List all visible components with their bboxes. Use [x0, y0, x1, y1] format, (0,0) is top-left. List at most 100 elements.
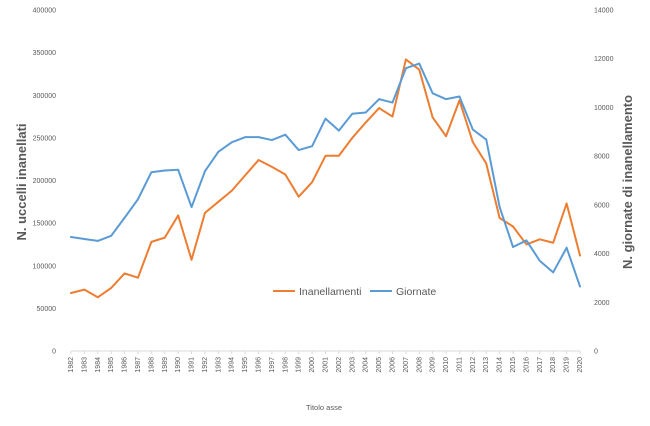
y2-tick-label: 0	[594, 349, 598, 356]
data-point-giornate	[538, 259, 541, 262]
data-point-inanellamenti	[204, 211, 206, 214]
data-point-giornate	[230, 141, 233, 144]
y-tick-label: 350000	[33, 50, 56, 57]
data-point-giornate	[163, 169, 166, 172]
data-point-giornate	[204, 170, 206, 173]
data-point-inanellamenti	[150, 240, 153, 243]
data-point-giornate	[284, 133, 287, 136]
data-point-inanellamenti	[70, 292, 72, 294]
data-point-giornate	[150, 171, 153, 174]
x-tick-label: 2014	[497, 357, 504, 373]
y-tick-label: 100000	[33, 263, 56, 270]
x-tick-label: 2018	[550, 357, 557, 373]
data-point-inanellamenti	[404, 58, 407, 61]
x-tick-label: 2006	[389, 357, 396, 373]
y-tick-label: 0	[52, 349, 56, 356]
y-tick-label: 300000	[33, 93, 56, 100]
data-point-inanellamenti	[177, 214, 180, 217]
data-point-inanellamenti	[351, 136, 354, 139]
data-point-inanellamenti	[324, 154, 327, 157]
right-axis-ticks: 0 2000 4000 6000 8000 10000 12000 14000	[594, 8, 614, 356]
legend-label-giornate: Giornate	[396, 286, 436, 298]
data-point-inanellamenti	[137, 276, 139, 279]
x-tick-label: 1984	[95, 357, 102, 373]
data-point-giornate	[123, 216, 126, 219]
data-point-inanellamenti	[337, 154, 340, 157]
x-tick-label: 2005	[376, 357, 383, 373]
data-point-inanellamenti	[525, 243, 528, 246]
data-point-inanellamenti	[471, 141, 474, 144]
data-point-giornate	[565, 246, 568, 249]
data-point-giornate	[404, 67, 407, 70]
x-tick-label: 1999	[296, 357, 303, 373]
data-point-inanellamenti	[244, 174, 247, 177]
x-tick-label: 2020	[577, 357, 584, 373]
data-point-giornate	[96, 240, 99, 242]
data-point-giornate	[458, 95, 461, 98]
x-tick-label: 2012	[470, 357, 477, 373]
data-point-giornate	[244, 136, 247, 139]
data-point-giornate	[485, 138, 488, 141]
data-point-inanellamenti	[96, 296, 99, 299]
y-tick-label: 200000	[33, 178, 56, 185]
data-point-inanellamenti	[257, 159, 260, 161]
x-tick-label: 1982	[68, 357, 75, 373]
data-point-inanellamenti	[230, 189, 233, 192]
x-tick-label: 2002	[336, 357, 343, 373]
y2-tick-label: 6000	[594, 202, 610, 209]
data-point-giornate	[110, 234, 113, 237]
data-point-inanellamenti	[190, 258, 193, 261]
x-tick-label: 1990	[175, 357, 182, 373]
x-tick-label: 1985	[108, 357, 115, 373]
data-point-giornate	[324, 117, 327, 120]
series-layer	[70, 58, 581, 299]
data-point-giornate	[552, 271, 555, 274]
x-tick-label: 1995	[242, 357, 249, 373]
x-tick-label: 1992	[202, 357, 209, 373]
data-point-inanellamenti	[364, 121, 367, 124]
data-point-inanellamenti	[538, 238, 541, 241]
y2-tick-label: 4000	[594, 251, 610, 258]
x-tick-label: 1986	[122, 357, 129, 373]
data-point-inanellamenti	[418, 68, 421, 71]
data-point-inanellamenti	[565, 202, 568, 205]
left-axis-ticks: 0 50000 100000 150000 200000 250000 300000 3500…	[33, 8, 56, 356]
x-tick-label: 2019	[564, 357, 571, 373]
data-point-giornate	[431, 92, 434, 95]
x-tick-label: 1993	[215, 357, 222, 373]
data-point-giornate	[351, 112, 354, 115]
y2-tick-label: 12000	[594, 56, 614, 63]
data-point-inanellamenti	[391, 115, 394, 118]
data-point-giornate	[471, 128, 474, 131]
data-point-giornate	[137, 198, 139, 201]
legend-label-inanellamenti: Inanellamenti	[299, 286, 361, 298]
data-point-giornate	[445, 98, 447, 101]
data-point-inanellamenti	[217, 200, 220, 203]
x-tick-label: 2016	[523, 357, 530, 373]
y2-tick-label: 10000	[594, 105, 614, 112]
data-point-inanellamenti	[378, 107, 380, 109]
data-point-inanellamenti	[552, 241, 555, 244]
data-point-inanellamenti	[297, 195, 300, 198]
x-tick-label: 1983	[81, 357, 88, 373]
y-tick-label: 150000	[33, 221, 56, 228]
data-point-inanellamenti	[485, 162, 488, 165]
x-axis-ticks: 1982 1983 1984 1985 1986 1987 1988 1989 1990 1991…	[68, 351, 584, 373]
data-point-inanellamenti	[311, 181, 314, 184]
x-tick-label: 2000	[309, 357, 316, 373]
data-point-inanellamenti	[512, 225, 514, 228]
data-point-giornate	[337, 129, 340, 132]
x-tick-label: 1998	[282, 357, 289, 373]
x-tick-label: 2013	[483, 357, 490, 373]
x-tick-label: 1994	[229, 357, 236, 373]
data-point-giornate	[311, 145, 314, 148]
data-point-giornate	[257, 136, 260, 139]
y2-tick-label: 14000	[594, 8, 614, 15]
data-point-inanellamenti	[284, 173, 287, 176]
data-point-inanellamenti	[431, 116, 434, 119]
y-tick-label: 400000	[33, 8, 56, 15]
data-point-giornate	[525, 239, 528, 242]
x-tick-label: 1997	[269, 357, 276, 373]
x-tick-label: 2010	[443, 357, 450, 373]
data-point-giornate	[177, 168, 180, 171]
